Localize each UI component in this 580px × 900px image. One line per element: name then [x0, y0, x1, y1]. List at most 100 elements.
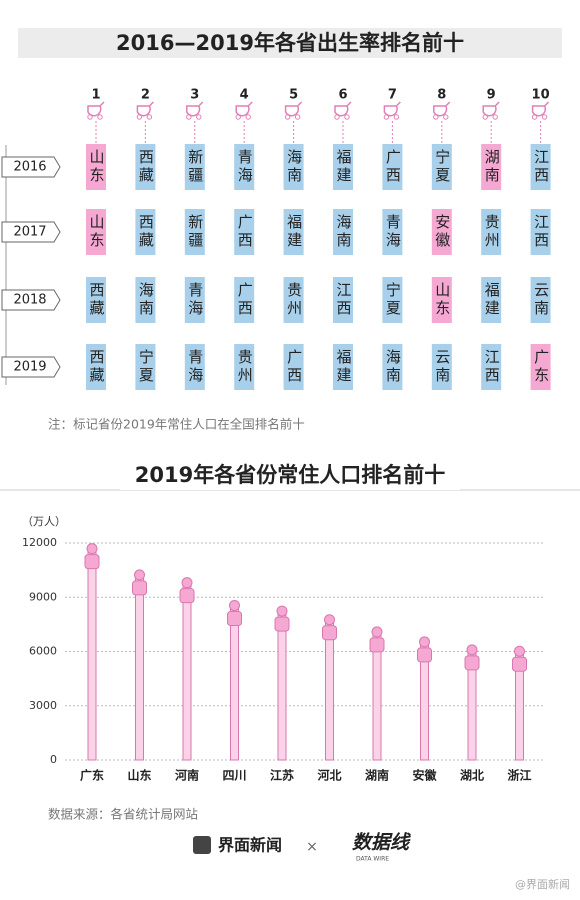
province-cell [184, 209, 205, 255]
province: 云南 [532, 282, 550, 318]
stroller-icon [235, 101, 253, 117]
province: 福建 [335, 149, 353, 185]
province: 西藏 [137, 149, 155, 185]
province-cell [135, 144, 156, 190]
province-cell [431, 277, 452, 323]
province: 广东 [532, 349, 550, 385]
stroller-icon [334, 101, 352, 117]
province: 广西 [236, 282, 254, 318]
province: 海南 [285, 149, 303, 185]
rank-number: 2 [141, 88, 150, 103]
wheel [433, 114, 439, 120]
y-axis-label: （万人） [22, 515, 66, 528]
province-cell [135, 209, 156, 255]
province-cell [333, 277, 353, 323]
province: 江西 [532, 214, 550, 250]
person-head [371, 626, 383, 638]
person-head [134, 569, 145, 581]
x-tick-label: 江苏 [270, 768, 294, 783]
wheel [492, 114, 498, 120]
brand-icon [193, 836, 211, 854]
rank-number: 8 [437, 88, 446, 103]
year-tag [1, 356, 61, 378]
province-cell [86, 277, 106, 323]
wheel [482, 114, 488, 120]
person-head [466, 644, 478, 656]
year-label: 2017 [13, 225, 46, 240]
rank-number: 1 [91, 88, 100, 103]
province-cell [184, 344, 205, 390]
province: 湖南 [483, 149, 501, 185]
stroller-icon [433, 101, 451, 117]
person-body [512, 656, 527, 672]
province: 海南 [137, 282, 155, 318]
x-tick-label: 山东 [127, 768, 151, 783]
rank-number: 6 [338, 88, 347, 103]
province-cell [481, 344, 502, 390]
province-cell [530, 277, 551, 323]
bar [135, 577, 144, 761]
person-body [464, 655, 480, 671]
person-body [322, 625, 337, 641]
person-head [419, 636, 430, 648]
province-cell [530, 144, 551, 190]
wheel [97, 114, 103, 120]
person-head [276, 605, 288, 617]
year-tag [1, 221, 61, 243]
province-cell [530, 344, 551, 390]
province: 新疆 [186, 214, 204, 250]
province: 广西 [384, 149, 402, 185]
province-cell [86, 344, 106, 390]
province-cell [431, 144, 452, 190]
logo: 数据线 [352, 832, 411, 854]
wheel [196, 114, 202, 120]
wheel [334, 114, 340, 120]
x-tick-label: 安徽 [412, 768, 437, 783]
wheel [235, 114, 241, 120]
province: 青海 [186, 282, 204, 318]
wheel [284, 114, 291, 120]
province-cell [283, 144, 304, 190]
province-cell [234, 144, 255, 190]
province: 福建 [483, 282, 501, 318]
year-label: 2019 [13, 360, 46, 375]
bar [230, 608, 239, 761]
province-cell [86, 144, 106, 190]
province: 贵州 [285, 282, 303, 318]
year-label: 2016 [13, 160, 46, 175]
person-body [417, 647, 432, 663]
person-head [86, 543, 98, 555]
province-cell [333, 209, 353, 255]
wheel [443, 114, 449, 120]
stroller-icon [136, 101, 154, 117]
province: 江西 [335, 282, 353, 318]
chart-title: 2019年各省份常住人口排名前十 [135, 463, 445, 487]
province-cell [382, 209, 403, 255]
rank-number: 5 [289, 88, 298, 103]
wheel [383, 114, 390, 120]
province-cell [283, 209, 304, 255]
province: 宁夏 [433, 149, 451, 185]
wheel [146, 114, 153, 120]
province-cell [86, 209, 106, 255]
y-tick-label: 12000 [22, 536, 57, 549]
province: 江西 [483, 349, 501, 385]
bar [372, 634, 382, 761]
person-body [274, 616, 290, 632]
province: 青海 [236, 149, 254, 185]
person-body [132, 580, 147, 596]
ranking-note: 注：标记省份2019年常住人口在全国排名前十 [48, 417, 305, 432]
wheel [294, 114, 301, 120]
x-tick-label: 湖北 [460, 768, 484, 783]
province-cell [283, 277, 304, 323]
province-cell [184, 144, 205, 190]
province-cell [431, 209, 452, 255]
province: 海南 [335, 214, 353, 250]
province-cell [382, 344, 403, 390]
y-tick-label: 0 [50, 753, 57, 766]
province: 宁夏 [384, 282, 402, 318]
year-tag [1, 289, 61, 311]
person-body [84, 554, 100, 570]
province: 贵州 [483, 214, 501, 250]
